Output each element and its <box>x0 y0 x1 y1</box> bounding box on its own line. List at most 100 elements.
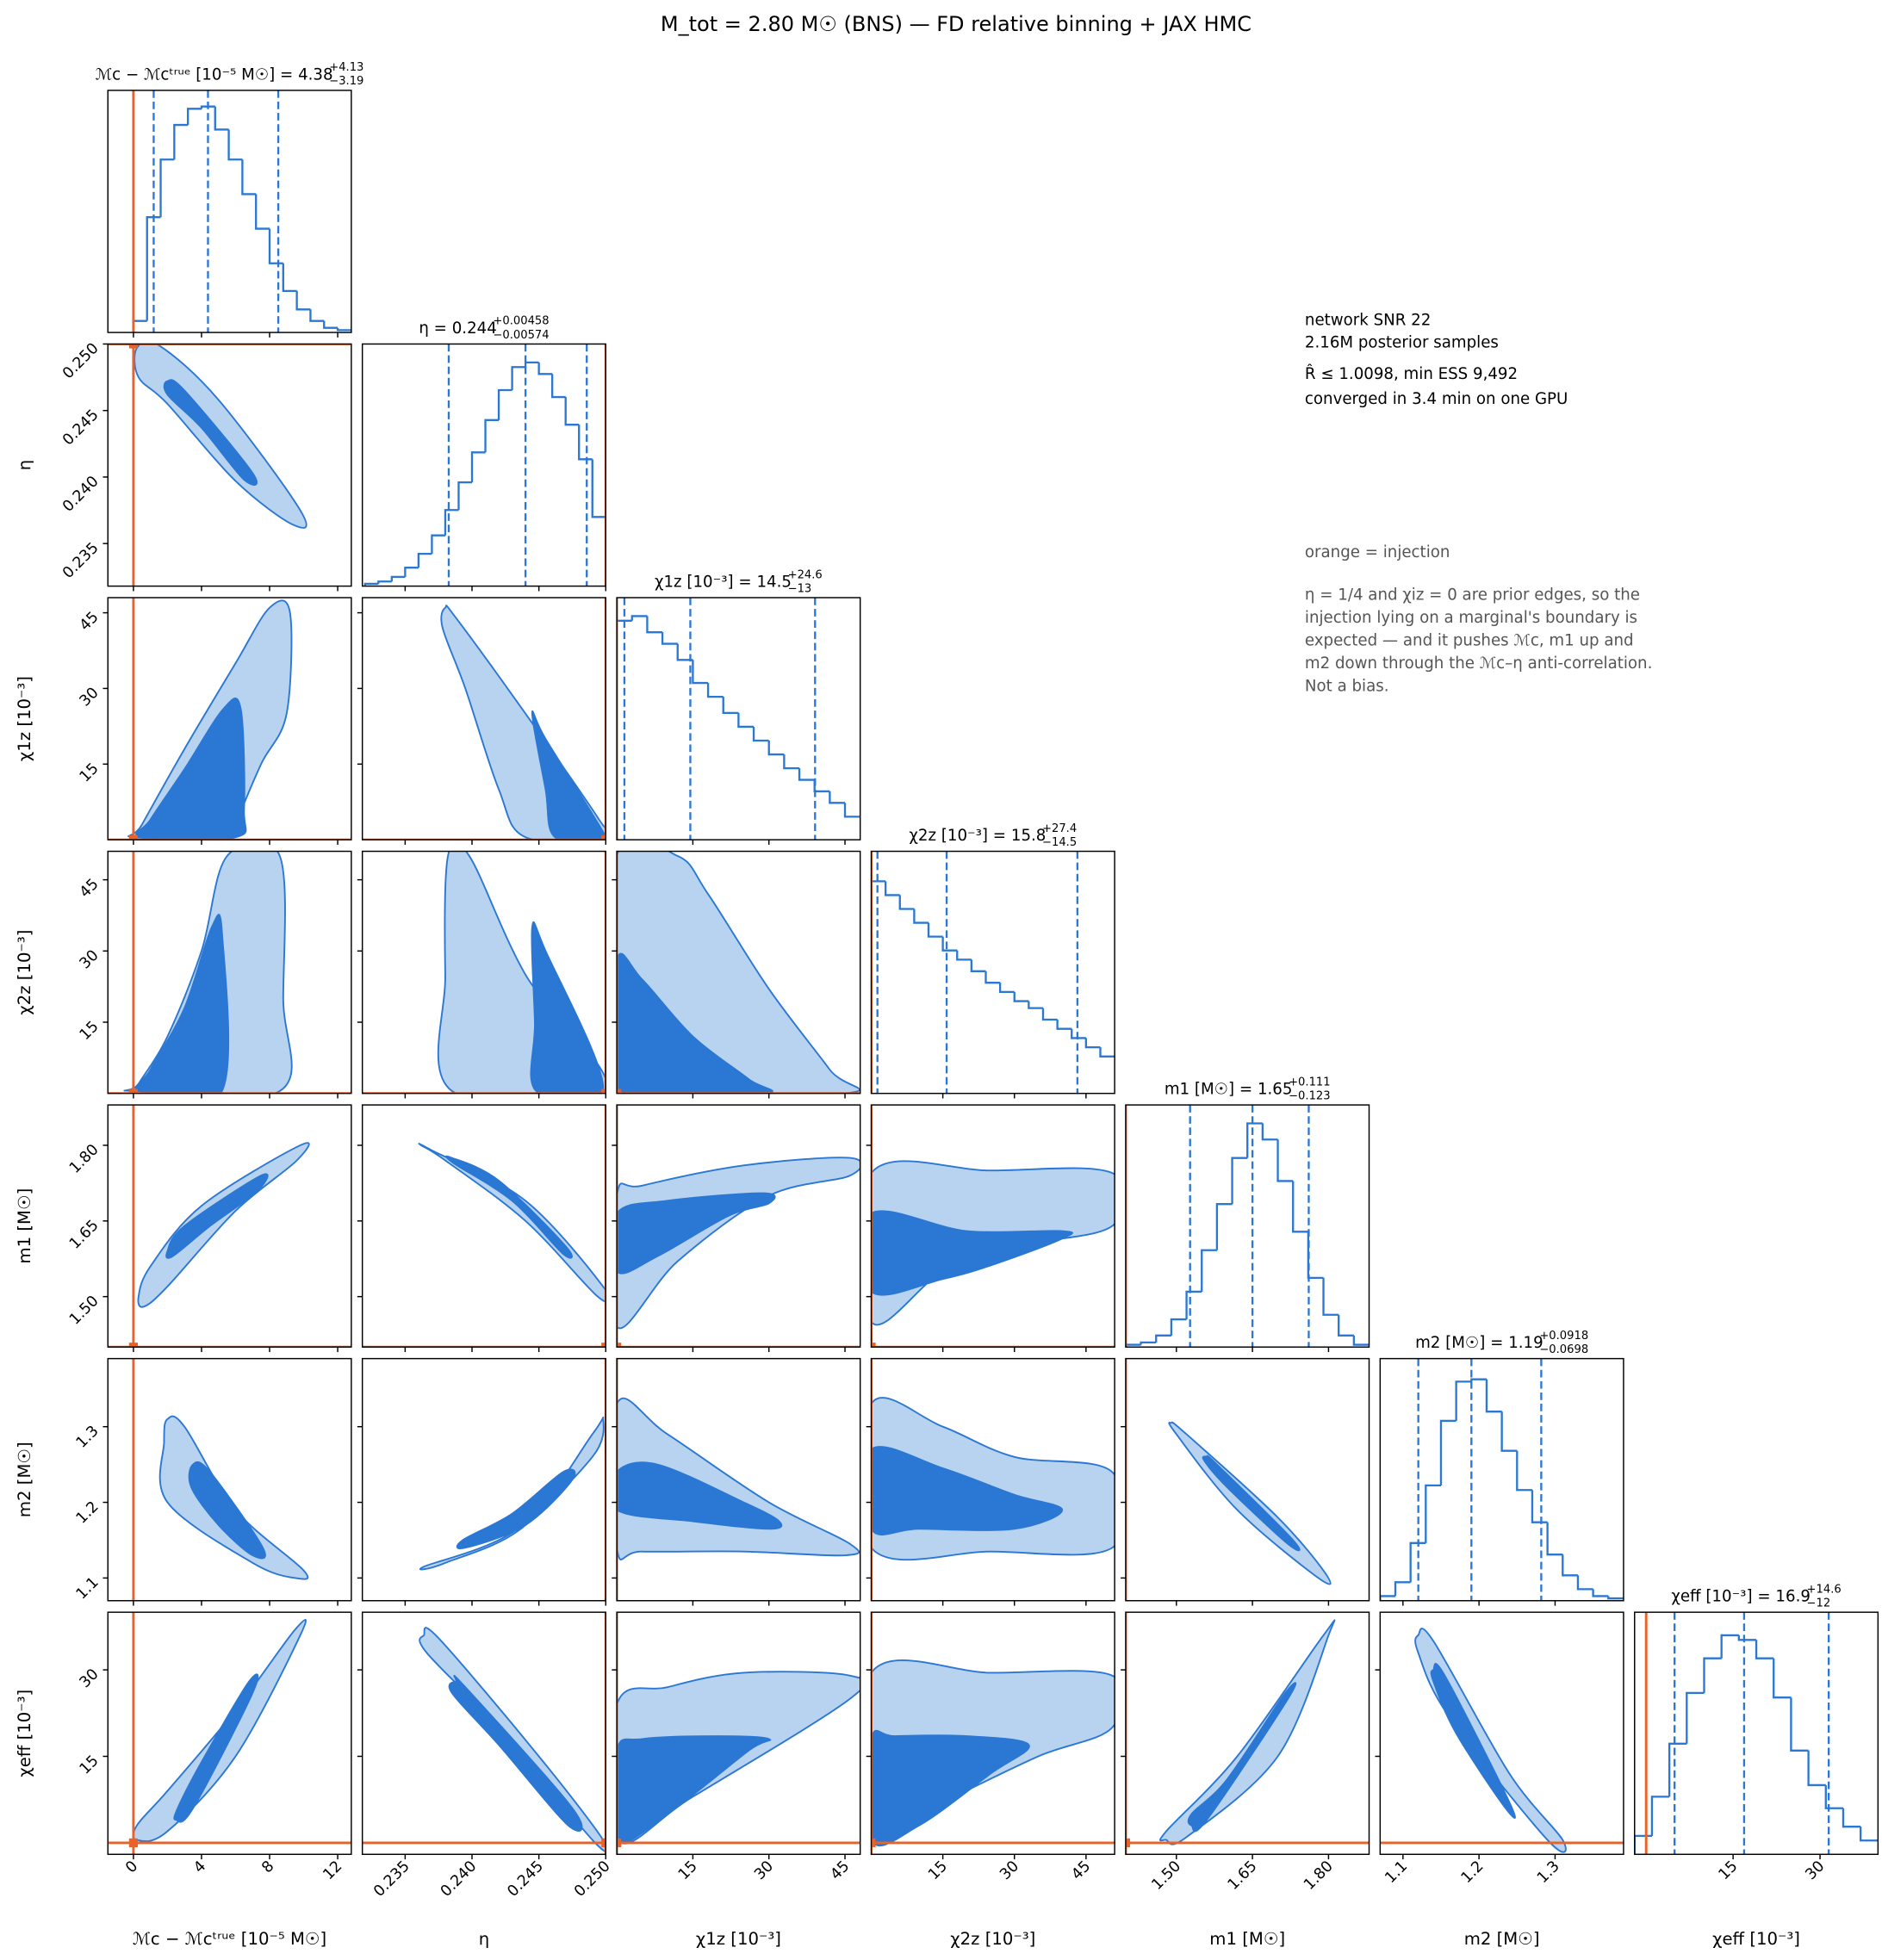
histogram-step <box>1013 991 1029 1002</box>
y-axis-label: m2 [M☉] <box>15 1442 34 1517</box>
histogram-step <box>813 779 830 793</box>
panel-frame <box>616 850 861 1095</box>
chart-title: M_tot = 2.80 M☉ (BNS) — FD relative binn… <box>661 12 1252 36</box>
histogram-step <box>722 697 739 715</box>
histogram-step <box>564 397 580 426</box>
x-tick-label: 12 <box>320 1858 346 1883</box>
panel-frame <box>1379 1611 1624 1856</box>
histogram-step <box>1170 1318 1187 1336</box>
panel <box>871 1105 1115 1348</box>
injection-point <box>866 1347 875 1355</box>
stats-line: R̂ ≤ 1.0098, min ESS 9,492 <box>1305 365 1518 383</box>
title-label: ℳc − ℳcᵗʳᵘᵉ [10⁻⁵ M☉] = <box>96 65 294 84</box>
injection-point <box>128 344 139 349</box>
histogram-step <box>970 959 986 972</box>
x-axis-label: χ1z [10⁻³] <box>696 1929 781 1949</box>
minus-label: −12 <box>1807 1597 1831 1610</box>
histogram-step <box>1409 1541 1426 1583</box>
median-label: 1.19 <box>1508 1334 1543 1352</box>
panel-frame <box>616 597 861 840</box>
histogram-step <box>798 768 815 781</box>
histogram-step <box>1292 1181 1308 1233</box>
y-tick-label: 0.235 <box>59 539 102 582</box>
histogram-step <box>752 726 769 742</box>
histogram-step <box>1668 1742 1687 1797</box>
y-tick-label: 15 <box>77 1018 102 1044</box>
histogram-step <box>898 895 915 910</box>
contour-inner <box>163 379 258 486</box>
x-axis-label: χ2z [10⁻³] <box>950 1929 1035 1949</box>
histogram-step <box>1500 1411 1518 1452</box>
plus-label: +14.6 <box>1807 1583 1842 1596</box>
histogram-step <box>661 632 678 645</box>
injection-point <box>871 1343 876 1348</box>
histogram-step <box>537 362 553 375</box>
histogram-step <box>1546 1522 1563 1556</box>
histogram-step <box>617 619 632 840</box>
x-tick-label: 30 <box>751 1858 777 1883</box>
panel-frame <box>1125 1611 1370 1856</box>
note-line: expected — and it pushes ℳc, m1 up and <box>1305 631 1634 649</box>
x-tick-label: 45 <box>1068 1858 1094 1883</box>
panel-frame <box>107 1104 352 1348</box>
contour-inner <box>1202 1454 1301 1552</box>
plus-label: +27.4 <box>1042 822 1077 835</box>
histogram-step <box>186 108 202 126</box>
histogram-step <box>511 366 526 391</box>
contour-inner <box>456 1468 576 1549</box>
panel-frame <box>1125 1104 1370 1348</box>
histogram-step <box>706 683 724 698</box>
title-label: χ1z [10⁻³] = <box>655 574 752 592</box>
histogram-step <box>630 615 648 621</box>
histogram-step <box>1531 1490 1548 1523</box>
contour-inner <box>165 1173 269 1259</box>
minus-label: −0.00574 <box>493 329 549 342</box>
y-tick-label: 1.65 <box>66 1217 102 1253</box>
contour-outer <box>419 1416 605 1571</box>
histogram-step <box>1824 1784 1843 1809</box>
median-label: 14.5 <box>756 574 792 592</box>
histogram-step <box>1084 1038 1101 1049</box>
histogram-step <box>1773 1658 1792 1699</box>
x-axis-label: ℳc − ℳcᵗʳᵘᵉ [10⁻⁵ M☉] <box>133 1929 326 1949</box>
histogram-step <box>783 754 800 770</box>
y-tick-label: 0.245 <box>59 406 102 450</box>
panel-frame <box>1379 1357 1624 1602</box>
histogram-step <box>132 319 147 333</box>
histogram-step <box>1455 1380 1472 1421</box>
panel <box>362 851 606 1094</box>
histogram-step <box>871 880 886 1094</box>
injection-point <box>601 1089 606 1094</box>
minus-label: −14.5 <box>1042 836 1077 849</box>
histogram-step <box>146 216 161 321</box>
histogram-step <box>941 936 958 952</box>
panel <box>1125 1358 1332 1601</box>
x-tick-label: 1.1 <box>1382 1858 1411 1887</box>
panel-frame <box>107 597 352 840</box>
title-label: χeff [10⁻³] = <box>1671 1588 1770 1606</box>
histogram-step <box>1380 1595 1396 1601</box>
histogram-step <box>578 425 593 461</box>
x-tick-label: 1.2 <box>1458 1858 1488 1887</box>
histogram-step <box>241 159 257 195</box>
injection-point <box>601 1838 606 1848</box>
panel-title: η = 0.244 <box>419 319 496 338</box>
minus-label: −13 <box>788 582 812 595</box>
histogram-step <box>390 575 406 582</box>
histogram-step <box>377 580 392 584</box>
injection-point <box>601 1343 606 1348</box>
x-axis-label: m1 [M☉] <box>1209 1929 1285 1949</box>
x-tick-label: 1.80 <box>1301 1858 1337 1894</box>
histogram-step <box>913 909 929 924</box>
panel-frame <box>361 1104 607 1348</box>
y-axis-label: χ2z [10⁻³] <box>15 930 34 1015</box>
x-tick-label: 4 <box>190 1858 209 1876</box>
y-tick-label: 1.80 <box>66 1141 102 1177</box>
x-tick-label: 0.250 <box>571 1858 614 1901</box>
histogram-step <box>1215 1203 1233 1250</box>
histogram-step <box>444 509 459 536</box>
histogram-step <box>1703 1657 1722 1693</box>
histogram-step <box>1425 1484 1441 1543</box>
histogram-step <box>282 263 297 293</box>
histogram-step <box>336 327 351 332</box>
